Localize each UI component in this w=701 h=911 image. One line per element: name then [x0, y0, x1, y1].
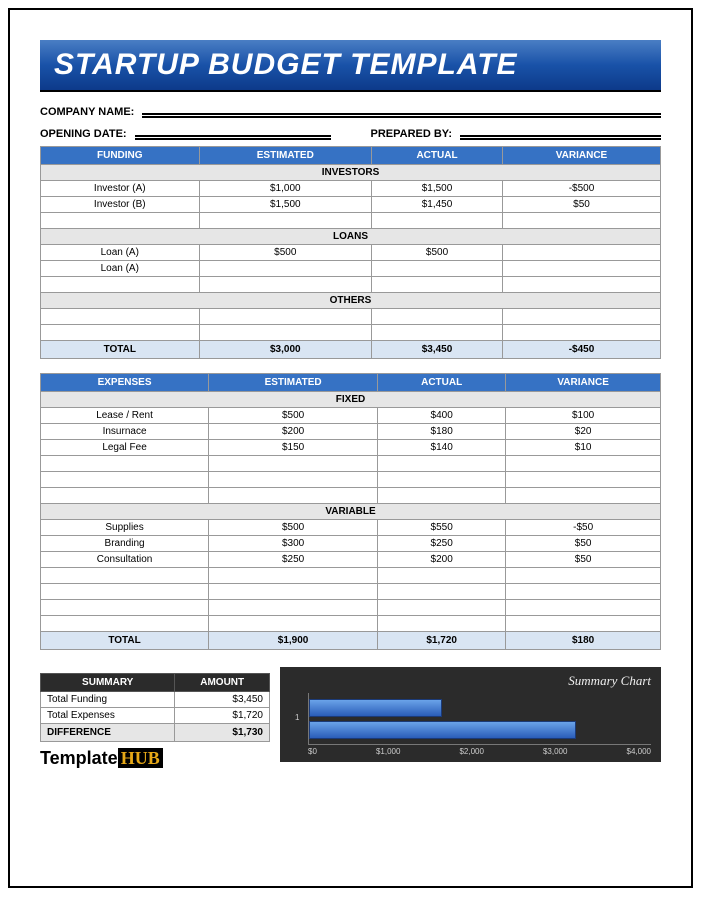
- empty-row: [41, 567, 661, 583]
- table-row: Lease / Rent$500$400$100: [41, 407, 661, 423]
- expenses-table: EXPENSESESTIMATEDACTUALVARIANCEFIXEDLeas…: [40, 373, 661, 658]
- table-row: Loan (A)$500$500: [41, 245, 661, 261]
- table-row: Insurnace$200$180$20: [41, 423, 661, 439]
- empty-row: [41, 599, 661, 615]
- column-header: FUNDING: [41, 147, 200, 165]
- column-header: VARIANCE: [506, 373, 661, 391]
- logo-text-2: HUB: [118, 748, 163, 768]
- section-header: LOANS: [41, 229, 661, 245]
- column-header: ESTIMATED: [199, 147, 372, 165]
- section-header: OTHERS: [41, 293, 661, 309]
- empty-row: [41, 487, 661, 503]
- header-fields: COMPANY NAME: OPENING DATE: PREPARED BY:: [40, 106, 661, 140]
- table-row: Investor (A)$1,000$1,500-$500: [41, 181, 661, 197]
- opening-date-label: OPENING DATE:: [40, 128, 127, 140]
- chart-title: Summary Chart: [290, 673, 651, 689]
- empty-row: [41, 213, 661, 229]
- x-tick: $3,000: [543, 747, 567, 756]
- company-name-label: COMPANY NAME:: [40, 106, 134, 118]
- column-header: ACTUAL: [378, 373, 506, 391]
- funding-table: FUNDINGESTIMATEDACTUALVARIANCEINVESTORSI…: [40, 146, 661, 367]
- empty-row: [41, 455, 661, 471]
- column-header: ACTUAL: [372, 147, 503, 165]
- summary-header-cell: SUMMARY: [41, 674, 175, 692]
- empty-row: [41, 583, 661, 599]
- difference-row: DIFFERENCE$1,730: [41, 724, 270, 742]
- section-header: FIXED: [41, 391, 661, 407]
- empty-row: [41, 325, 661, 341]
- table-row: Branding$300$250$50: [41, 535, 661, 551]
- table-row: Investor (B)$1,500$1,450$50: [41, 197, 661, 213]
- chart-plot-area: 1: [308, 693, 651, 745]
- prepared-by-label: PREPARED BY:: [371, 128, 453, 140]
- prepared-by-input[interactable]: [460, 135, 661, 140]
- company-name-input[interactable]: [142, 113, 661, 118]
- empty-row: [41, 277, 661, 293]
- chart-bar: [309, 721, 576, 739]
- table-row: Supplies$500$550-$50: [41, 519, 661, 535]
- x-tick: $4,000: [627, 747, 651, 756]
- x-tick: $1,000: [376, 747, 400, 756]
- summary-header-cell: AMOUNT: [175, 674, 270, 692]
- logo-text-1: Template: [40, 748, 118, 768]
- section-header: VARIABLE: [41, 503, 661, 519]
- column-header: ESTIMATED: [209, 373, 378, 391]
- summary-row: Total Funding$3,450: [41, 692, 270, 708]
- column-header: EXPENSES: [41, 373, 209, 391]
- empty-row: [41, 309, 661, 325]
- x-tick: $2,000: [459, 747, 483, 756]
- x-tick: $0: [308, 747, 317, 756]
- title-banner: STARTUP BUDGET TEMPLATE: [40, 40, 661, 92]
- summary-table: SUMMARYAMOUNTTotal Funding$3,450Total Ex…: [40, 673, 270, 742]
- total-row: TOTAL$1,900$1,720$180: [41, 631, 661, 649]
- summary-chart: Summary Chart 1 $0 $1,000 $2,000 $3,000 $4,0…: [280, 667, 661, 762]
- empty-row: [41, 471, 661, 487]
- summary-row: Total Expenses$1,720: [41, 708, 270, 724]
- chart-bar: [309, 699, 442, 717]
- table-row: Loan (A): [41, 261, 661, 277]
- column-header: VARIANCE: [502, 147, 660, 165]
- logo: TemplateHUB: [40, 748, 270, 769]
- opening-date-input[interactable]: [135, 135, 331, 140]
- table-row: Consultation$250$200$50: [41, 551, 661, 567]
- total-row: TOTAL$3,000$3,450-$450: [41, 341, 661, 359]
- section-header: INVESTORS: [41, 165, 661, 181]
- empty-row: [41, 615, 661, 631]
- table-row: Legal Fee$150$140$10: [41, 439, 661, 455]
- chart-x-ticks: $0 $1,000 $2,000 $3,000 $4,000: [308, 747, 651, 756]
- chart-y-label: 1: [295, 713, 299, 722]
